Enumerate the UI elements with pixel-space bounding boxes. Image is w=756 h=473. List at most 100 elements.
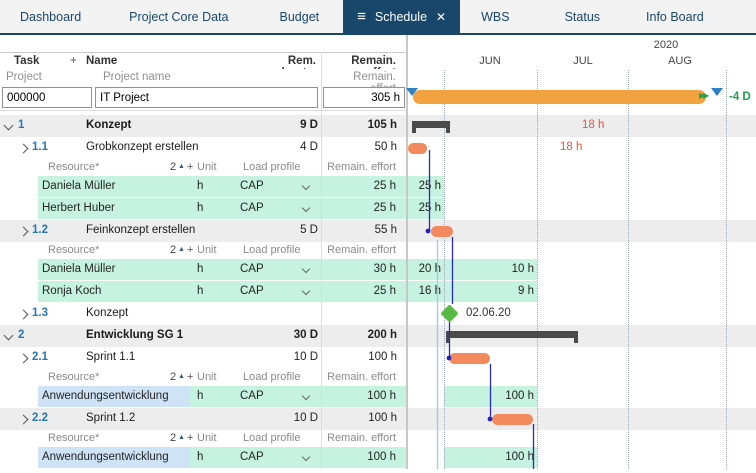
resource-unit: h [197, 263, 204, 275]
schedule-ahead-arrows-icon: ▶▶ [699, 91, 709, 100]
tab-project-core-data[interactable]: Project Core Data [115, 0, 242, 33]
sort-ascending-icon[interactable]: ▲ [178, 163, 185, 170]
collapse-chevron-icon[interactable] [3, 330, 14, 341]
close-tab-icon[interactable]: ✕ [436, 9, 447, 24]
task-row: 1 Konzept 9 D 105 h 18 h [0, 115, 756, 137]
add-resource-button[interactable]: + [187, 371, 194, 383]
gantt-effort-cell: 100 h [444, 386, 537, 407]
timeline-year-label: 2020 [653, 39, 679, 51]
task-name[interactable]: Feinkonzept erstellen [86, 224, 196, 236]
tab-status[interactable]: Status [551, 0, 614, 33]
resource-name[interactable]: Ronja Koch [42, 285, 102, 297]
task-row: 2.1 Sprint 1.1 10 D 100 h [0, 347, 756, 369]
add-resource-button[interactable]: + [187, 161, 194, 173]
row-gantt-cell [408, 347, 756, 369]
load-profile-value[interactable]: CAP [240, 451, 264, 463]
task-number[interactable]: 2.1 [32, 351, 48, 363]
resource-column-header: Resource* [48, 371, 100, 383]
project-id-input[interactable] [2, 87, 92, 108]
hamburger-menu-icon[interactable]: ≡ [357, 8, 366, 25]
resource-name[interactable]: Anwendungsentwicklung [38, 386, 190, 407]
task-gantt-bar[interactable] [449, 353, 490, 364]
row-gantt-cell [408, 220, 756, 242]
gantt-effort-cell: 16 h [408, 281, 444, 302]
resource-name[interactable]: Daniela Müller [42, 180, 116, 192]
tab-info-board[interactable]: Info Board [632, 0, 718, 33]
task-number[interactable]: 1.3 [32, 307, 48, 319]
load-profile-value[interactable]: CAP [240, 263, 264, 275]
gantt-effort-value: 25 h [418, 202, 441, 214]
resource-name[interactable]: Anwendungsentwicklung [38, 447, 190, 468]
add-resource-button[interactable]: + [187, 432, 194, 444]
task-gantt-bar[interactable] [408, 143, 427, 154]
task-number[interactable]: 1.1 [32, 141, 48, 153]
resource-unit: h [197, 451, 204, 463]
project-gantt-bar[interactable] [413, 90, 706, 104]
load-profile-value[interactable]: CAP [240, 202, 264, 214]
resource-name[interactable]: Daniela Müller [42, 263, 116, 275]
table-subheader-row: Project Project name Remain. effort [0, 69, 406, 95]
load-profile-column-header: Load profile [243, 371, 301, 383]
task-number[interactable]: 2.2 [32, 412, 48, 424]
tab-dashboard[interactable]: Dashboard [6, 0, 95, 33]
top-tab-bar: Dashboard Project Core Data Budget ≡ Schedul… [0, 0, 756, 35]
gantt-effort-cell: 25 h [408, 198, 444, 219]
column-header-task[interactable]: Task [14, 55, 40, 67]
sort-ascending-icon[interactable]: ▲ [178, 246, 185, 253]
add-column-button[interactable]: + [70, 55, 77, 67]
tab-budget[interactable]: Budget [266, 0, 334, 33]
expand-chevron-icon[interactable] [18, 353, 29, 364]
row-table-cells: Anwendungsentwicklung h CAP 100 h [0, 447, 408, 469]
project-effort-input[interactable] [323, 87, 405, 108]
row-gantt-cell: 25 h [408, 198, 756, 220]
task-name[interactable]: Sprint 1.1 [86, 351, 136, 363]
sort-ascending-icon[interactable]: ▲ [178, 434, 185, 441]
task-number[interactable]: 2 [18, 329, 25, 341]
task-gantt-bar[interactable] [431, 226, 453, 237]
expand-chevron-icon[interactable] [18, 414, 29, 425]
resource-header-row: Resource* 2 ▲ + Unit Load profile Remain. effo… [0, 430, 756, 447]
sort-count-label: 2 [170, 161, 177, 173]
resource-name[interactable]: Herbert Huber [42, 202, 115, 214]
row-table-cells: Ronja Koch h CAP 25 h [0, 281, 408, 303]
row-table-cells: Anwendungsentwicklung h CAP 100 h [0, 386, 408, 408]
resource-row: Daniela Müller h CAP 30 h 20 h 10 h [0, 259, 756, 281]
add-resource-button[interactable]: + [187, 244, 194, 256]
project-start-marker-icon[interactable] [406, 88, 418, 96]
task-remaining-duration: 5 D [300, 224, 318, 236]
tab-schedule[interactable]: ≡ Schedule ✕ [343, 0, 461, 33]
task-gantt-bar[interactable] [492, 414, 533, 425]
resource-column-header: Resource* [48, 244, 100, 256]
gantt-effort-cell: 20 h [408, 259, 444, 280]
resource-column-header: Resource* [48, 161, 100, 173]
load-profile-value[interactable]: CAP [240, 390, 264, 402]
resource-row: Daniela Müller h CAP 25 h 25 h [0, 176, 756, 198]
sort-ascending-icon[interactable]: ▲ [178, 373, 185, 380]
task-name[interactable]: Konzept [86, 119, 132, 131]
task-name[interactable]: Grobkonzept erstellen [86, 141, 199, 153]
row-table-cells: 2.1 Sprint 1.1 10 D 100 h [0, 347, 408, 369]
expand-chevron-icon[interactable] [18, 143, 29, 154]
project-name-input[interactable] [95, 87, 318, 108]
collapse-chevron-icon[interactable] [3, 120, 14, 131]
task-remaining-duration: 30 D [293, 329, 318, 341]
expand-chevron-icon[interactable] [18, 226, 29, 237]
milestone-diamond-icon[interactable] [440, 304, 459, 323]
task-row: 2.2 Sprint 1.2 10 D 100 h [0, 408, 756, 430]
project-end-marker-icon[interactable] [711, 88, 723, 96]
summary-gantt-bar[interactable] [412, 121, 450, 133]
column-header-name[interactable]: Name [86, 55, 118, 67]
summary-gantt-bar[interactable] [446, 331, 578, 343]
resource-unit: h [197, 390, 204, 402]
task-number[interactable]: 1.2 [32, 224, 48, 236]
task-number[interactable]: 1 [18, 119, 25, 131]
task-name[interactable]: Entwicklung SG 1 [86, 329, 184, 341]
load-profile-value[interactable]: CAP [240, 285, 264, 297]
load-profile-value[interactable]: CAP [240, 180, 264, 192]
expand-chevron-icon[interactable] [18, 309, 29, 320]
task-name[interactable]: Konzept [86, 307, 129, 319]
task-name[interactable]: Sprint 1.2 [86, 412, 136, 424]
gantt-effort-value: 20 h [418, 263, 441, 275]
tab-wbs[interactable]: WBS [467, 0, 523, 33]
tab-label: Info Board [646, 9, 704, 24]
